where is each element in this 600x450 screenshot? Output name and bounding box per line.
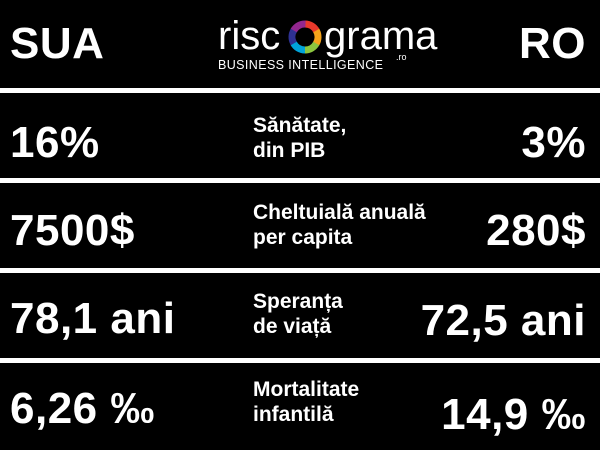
header-row: SUA risc grama .ro BUSINESS INTELLIGENCE… [0, 0, 600, 88]
logo-tagline: BUSINESS INTELLIGENCE [218, 58, 384, 72]
stat-label: Sănătate, din PIB [253, 113, 346, 163]
riscograma-logo: risc grama .ro BUSINESS INTELLIGENCE [218, 14, 437, 76]
stat-right-value: 72,5 ani [420, 296, 586, 345]
stat-left-value: 16% [10, 118, 100, 167]
divider [0, 178, 600, 183]
divider [0, 268, 600, 273]
stat-label-line1: Speranța [253, 290, 343, 313]
stat-label: Cheltuială anuală per capita [253, 200, 426, 250]
stat-label: Speranța de viață [253, 289, 343, 339]
stat-right-value: 280$ [486, 206, 586, 255]
country-right-label: RO [519, 19, 586, 68]
logo-word-right: grama [324, 14, 438, 58]
stat-label-line2: din PIB [253, 139, 326, 162]
stat-label-line1: Mortalitate [253, 378, 360, 401]
divider [0, 88, 600, 93]
stat-label-line2: per capita [253, 226, 353, 249]
divider [0, 358, 600, 363]
stat-label-line1: Sănătate, [253, 114, 347, 137]
logo-domain: .ro [396, 52, 407, 62]
stat-right-value: 14,9 ‰ [441, 390, 586, 439]
stat-label-line1: Cheltuială anuală [253, 201, 426, 224]
country-left-label: SUA [10, 19, 105, 68]
stat-row-infant-mortality: 6,26 ‰ Mortalitate infantilă 14,9 ‰ [0, 363, 600, 450]
stat-label: Mortalitate infantilă [253, 377, 359, 427]
stat-row-life-expectancy: 78,1 ani Speranța de viață 72,5 ani [0, 273, 600, 358]
logo-word-left: risc [218, 14, 281, 58]
stat-left-value: 7500$ [10, 206, 135, 255]
stat-left-value: 78,1 ani [10, 294, 176, 343]
stat-row-health-gdp: 16% Sănătate, din PIB 3% [0, 93, 600, 178]
stat-row-spending: 7500$ Cheltuială anuală per capita 280$ [0, 183, 600, 268]
stat-right-value: 3% [521, 118, 586, 167]
color-ring-icon [288, 20, 322, 54]
stat-left-value: 6,26 ‰ [10, 384, 155, 433]
stat-label-line2: de viață [253, 315, 332, 338]
stat-label-line2: infantilă [253, 403, 334, 426]
